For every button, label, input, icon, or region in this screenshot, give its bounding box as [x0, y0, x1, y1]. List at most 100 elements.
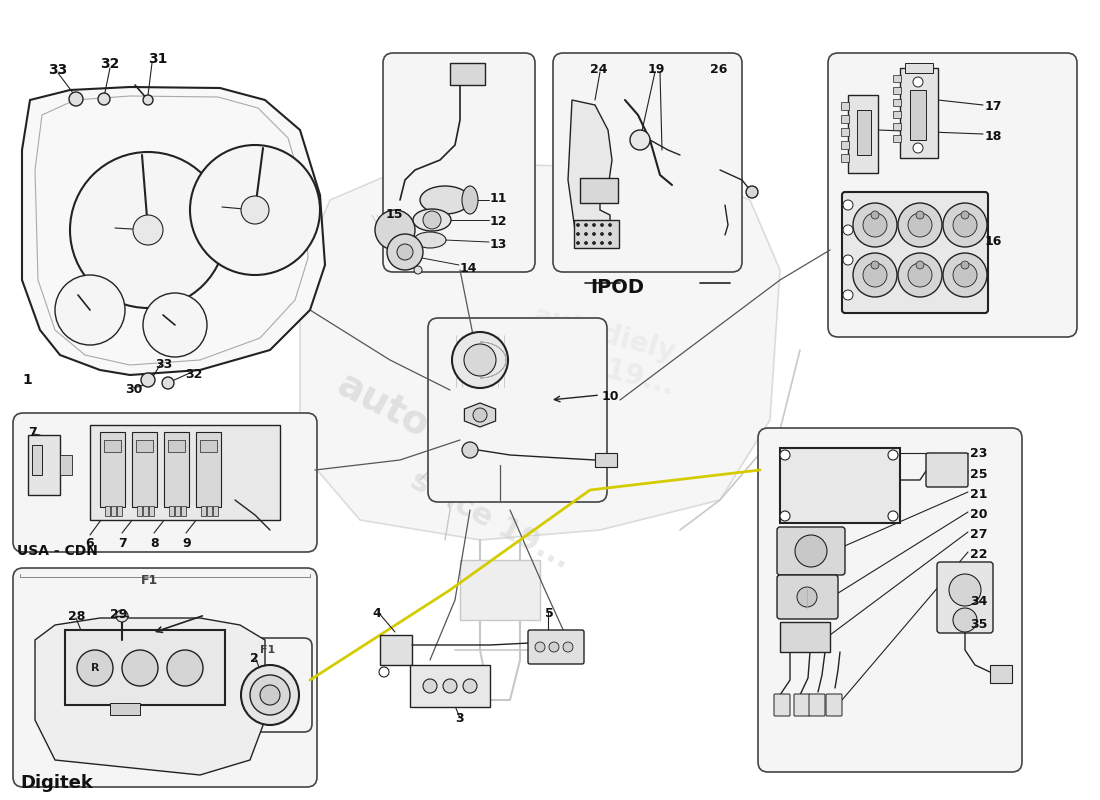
Bar [136, 440, 153, 452]
Bar [379, 635, 412, 665]
FancyBboxPatch shape [808, 694, 825, 716]
Circle shape [898, 203, 942, 247]
Text: 26: 26 [710, 63, 727, 76]
Bar [168, 440, 185, 452]
Circle shape [387, 234, 424, 270]
FancyBboxPatch shape [528, 630, 584, 664]
Ellipse shape [414, 232, 446, 248]
Bar [200, 440, 217, 452]
Circle shape [143, 95, 153, 105]
Bar [117, 506, 122, 516]
Text: 9: 9 [182, 537, 190, 550]
Bar [842, 128, 849, 136]
Text: 10: 10 [602, 390, 619, 403]
Circle shape [593, 242, 595, 245]
Circle shape [949, 574, 981, 606]
Circle shape [843, 290, 852, 300]
Circle shape [250, 675, 290, 715]
Bar [893, 75, 901, 82]
Circle shape [843, 225, 852, 235]
Bar [410, 665, 490, 707]
Bar [450, 63, 485, 85]
Circle shape [167, 650, 204, 686]
Bar [893, 111, 901, 118]
Bar [842, 102, 849, 110]
Text: 22: 22 [970, 548, 988, 561]
Bar [905, 63, 933, 73]
Bar [111, 506, 116, 516]
Bar [990, 665, 1012, 683]
Polygon shape [464, 403, 496, 427]
Circle shape [414, 266, 422, 274]
Bar [100, 432, 125, 507]
Text: autodiely
since 19...: autodiely since 19... [515, 300, 685, 400]
Circle shape [424, 679, 437, 693]
Circle shape [424, 211, 441, 229]
Bar [842, 115, 849, 123]
Circle shape [430, 320, 570, 460]
Circle shape [593, 233, 595, 235]
Bar [65, 630, 226, 705]
Circle shape [601, 242, 604, 245]
Circle shape [379, 667, 389, 677]
Circle shape [464, 344, 496, 376]
Circle shape [746, 186, 758, 198]
Bar [104, 506, 110, 516]
Circle shape [576, 233, 580, 235]
Text: R: R [90, 663, 99, 673]
Circle shape [143, 293, 207, 357]
Ellipse shape [241, 665, 299, 725]
Text: 4: 4 [372, 607, 381, 620]
Circle shape [473, 408, 487, 422]
FancyBboxPatch shape [826, 694, 842, 716]
Bar [90, 425, 280, 520]
Text: 17: 17 [984, 100, 1002, 113]
Circle shape [798, 587, 817, 607]
Text: 2: 2 [250, 652, 258, 665]
Bar [207, 506, 212, 516]
Bar [164, 432, 189, 507]
Circle shape [98, 93, 110, 105]
Text: 32: 32 [185, 368, 202, 381]
Bar [893, 87, 901, 94]
Circle shape [916, 261, 924, 269]
Text: F1: F1 [142, 574, 158, 587]
Circle shape [116, 610, 128, 622]
Circle shape [852, 203, 896, 247]
Text: 6: 6 [85, 537, 94, 550]
Circle shape [913, 77, 923, 87]
Circle shape [535, 642, 544, 652]
Bar [780, 448, 900, 523]
FancyBboxPatch shape [13, 413, 317, 552]
Text: 19: 19 [648, 63, 666, 76]
Circle shape [961, 261, 969, 269]
Text: 29: 29 [110, 608, 128, 621]
Text: 8: 8 [150, 537, 158, 550]
Circle shape [953, 213, 977, 237]
Circle shape [780, 450, 790, 460]
Ellipse shape [412, 209, 451, 231]
Circle shape [133, 215, 163, 245]
Circle shape [961, 211, 969, 219]
Circle shape [908, 263, 932, 287]
FancyBboxPatch shape [228, 638, 312, 732]
Circle shape [190, 145, 320, 275]
Circle shape [888, 511, 898, 521]
Circle shape [864, 263, 887, 287]
Bar [893, 135, 901, 142]
Text: 12: 12 [490, 215, 507, 228]
Text: 25: 25 [970, 468, 988, 481]
Ellipse shape [462, 186, 478, 214]
Bar [460, 560, 540, 620]
Text: since 19...: since 19... [405, 466, 575, 574]
Text: 35: 35 [970, 618, 988, 631]
FancyBboxPatch shape [758, 428, 1022, 772]
Text: 31: 31 [148, 52, 167, 66]
Text: 24: 24 [590, 63, 607, 76]
Text: 28: 28 [68, 610, 86, 623]
Circle shape [630, 130, 650, 150]
Circle shape [795, 535, 827, 567]
Text: autodiely: autodiely [331, 365, 529, 495]
FancyBboxPatch shape [774, 694, 790, 716]
Polygon shape [568, 100, 612, 245]
